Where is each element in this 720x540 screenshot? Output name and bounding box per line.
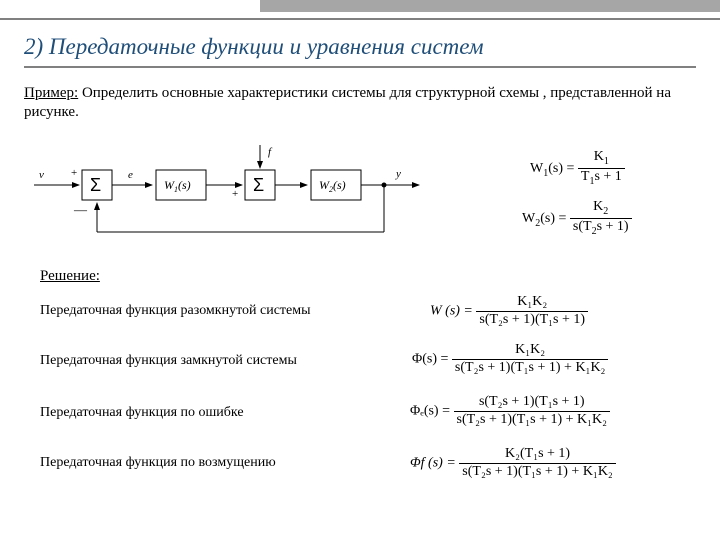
block-diagram: v + Σ — e W1(s) + f Σ W2(s) y: [24, 140, 424, 250]
label-y: y: [395, 168, 401, 180]
eq-W1: W1(s) = K1T1s + 1: [530, 150, 625, 188]
row-closed-loop: Передаточная функция замкнутой системы: [40, 353, 297, 369]
w2-s: (s): [333, 178, 346, 192]
minus-1: —: [73, 202, 88, 217]
row-error: Передаточная функция по ошибке: [40, 405, 244, 421]
label-v: v: [39, 169, 44, 181]
eq-closed-loop: Φ(s) = K₁K₂s(T₂s + 1)(T₁s + 1) + K₁K₂: [412, 343, 608, 375]
row-open-loop: Передаточная функция разомкнутой системы: [40, 303, 311, 319]
intro-text: Пример: Определить основные характеристи…: [24, 84, 696, 122]
intro-underlined: Пример:: [24, 85, 78, 101]
solution-label: Решение:: [40, 268, 100, 285]
intro-rest: Определить основные характеристики систе…: [24, 85, 671, 120]
plus-2: +: [232, 188, 238, 200]
top-accent-bar: [260, 0, 720, 12]
plus-1: +: [71, 167, 77, 179]
svg-text:W2(s): W2(s): [319, 178, 346, 194]
top-thin-line: [0, 18, 720, 20]
eq-error: Φₑ(s) = s(T₂s + 1)(T₁s + 1)s(T₂s + 1)(T₁…: [410, 395, 610, 427]
w1-s: (s): [178, 178, 191, 192]
row-disturbance: Передаточная функция по возмущению: [40, 455, 276, 471]
sigma-1: Σ: [90, 175, 101, 195]
svg-text:W1(s): W1(s): [164, 178, 191, 194]
page-title: 2) Передаточные функции и уравнения сист…: [24, 34, 696, 68]
sigma-2: Σ: [253, 175, 264, 195]
eq-disturbance: Φf (s) = K₂(T₁s + 1)s(T₂s + 1)(T₁s + 1) …: [410, 447, 616, 479]
label-e: e: [128, 169, 133, 181]
eq-open-loop: W (s) = K₁K₂s(T₂s + 1)(T₁s + 1): [430, 295, 588, 327]
eq-W2: W2(s) = K2s(T2s + 1): [522, 200, 632, 238]
label-f: f: [268, 146, 273, 158]
